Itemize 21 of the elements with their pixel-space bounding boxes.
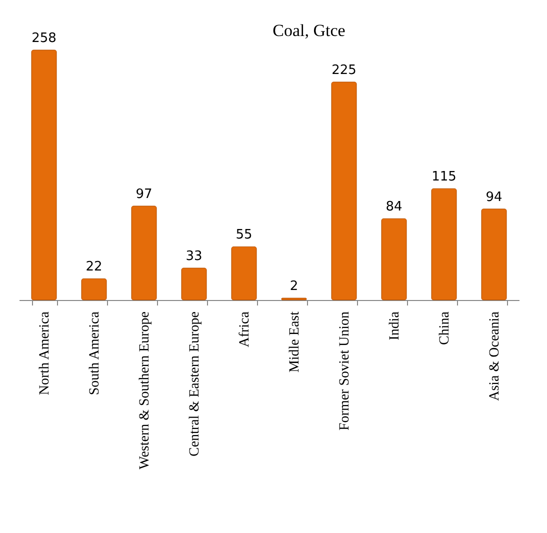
data-label: 84 (386, 200, 402, 215)
data-label: 258 (32, 31, 56, 46)
x-tick-label: Asia & Oceania (488, 310, 502, 401)
data-label: 2 (290, 279, 298, 294)
data-label: 22 (86, 260, 102, 275)
chart-title: Coal, Gtce (272, 21, 346, 40)
data-label: 55 (236, 228, 252, 243)
data-label: 225 (332, 62, 356, 78)
x-tick-label: Central & Eastern Europe (188, 312, 202, 457)
x-tick-label: China (438, 310, 452, 345)
x-tick-label: Former Soviet Union (338, 312, 352, 430)
x-tick-label: India (388, 310, 402, 340)
data-label: 97 (136, 187, 152, 202)
x-tick-label: Africa (238, 310, 252, 348)
data-label: 94 (486, 190, 502, 205)
x-tick-label: North America (38, 310, 52, 396)
data-label: 115 (432, 170, 456, 185)
data-label: 33 (186, 249, 202, 264)
x-tick-label: Western & Southern Europe (138, 312, 152, 470)
x-tick-label: Midle East (288, 311, 302, 373)
x-tick-label: South America (88, 310, 102, 396)
